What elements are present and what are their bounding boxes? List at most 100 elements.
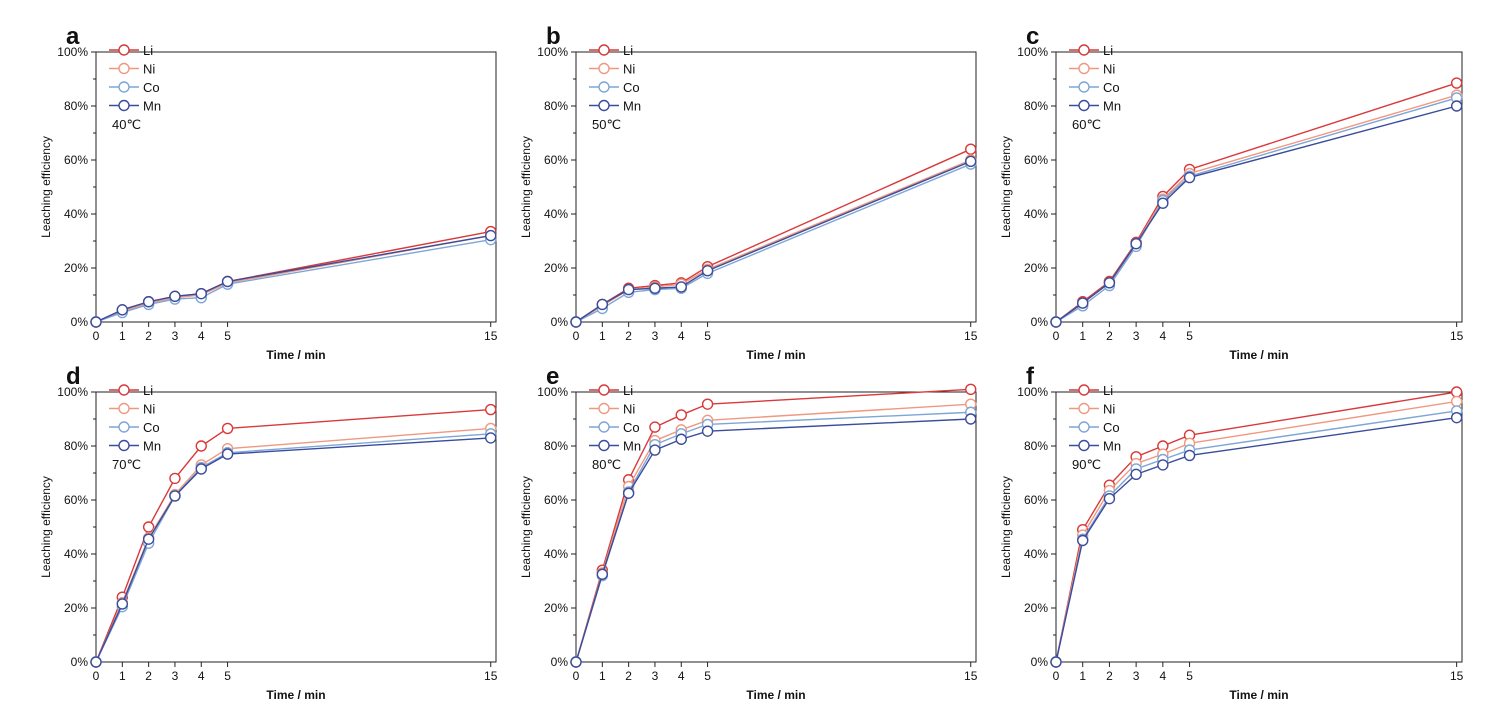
legend-label-li: Li	[623, 383, 633, 398]
y-tick-label: 40%	[544, 547, 568, 561]
legend-label-mn: Mn	[143, 439, 161, 454]
y-tick-label: 0%	[551, 315, 569, 329]
y-tick-label: 20%	[64, 261, 88, 275]
data-point-mn	[1077, 534, 1089, 547]
legend-label-ni: Ni	[1103, 402, 1115, 417]
x-tick-label: 4	[1159, 669, 1166, 683]
x-tick-label: 1	[599, 669, 606, 683]
data-point-mn	[570, 316, 582, 328]
series-line-mn	[575, 418, 971, 663]
x-tick-label: 5	[224, 669, 231, 683]
y-tick-label: 100%	[57, 45, 88, 59]
y-tick-label: 20%	[64, 601, 88, 615]
legend-label-co: Co	[1103, 420, 1120, 435]
x-tick-label: 3	[1133, 329, 1140, 343]
series-line-li	[575, 148, 972, 323]
data-point-mn	[169, 490, 181, 502]
data-point-mn	[1130, 237, 1142, 250]
panel-label: c	[1026, 23, 1039, 50]
x-tick-label: 2	[625, 329, 632, 343]
data-point-li	[142, 521, 155, 533]
x-tick-label: 4	[198, 329, 205, 343]
data-point-mn	[1183, 449, 1196, 462]
x-tick-label: 15	[484, 669, 498, 683]
x-tick-label: 3	[172, 669, 179, 683]
data-point-mn	[1157, 197, 1169, 209]
legend-label-li: Li	[1103, 383, 1113, 398]
panel-label: a	[66, 23, 80, 50]
legend-label-ni: Ni	[623, 402, 635, 417]
x-tick-label: 4	[1159, 329, 1166, 343]
legend-label-ni: Ni	[1103, 62, 1115, 77]
temperature-annotation: 70℃	[112, 457, 141, 472]
legend-marker-co	[118, 421, 130, 433]
x-tick-label: 1	[119, 669, 126, 683]
legend-label-mn: Mn	[623, 99, 641, 114]
y-tick-label: 60%	[64, 493, 88, 507]
legend-marker-co	[118, 81, 130, 93]
panel-label: d	[66, 363, 81, 390]
panel-f: 0% 20% 40% 60% 80% 100% 0 1 2 3 4 5 15 Time / min Leac…	[999, 363, 1464, 702]
legend-label-co: Co	[1103, 80, 1120, 95]
x-tick-label: 5	[704, 329, 711, 343]
data-point-mn	[965, 413, 977, 425]
y-tick-label: 0%	[1031, 315, 1049, 329]
y-tick-label: 20%	[544, 261, 568, 275]
data-point-mn	[195, 463, 207, 475]
y-tick-label: 60%	[64, 153, 88, 167]
temperature-annotation: 80℃	[592, 457, 621, 472]
x-tick-label: 5	[704, 669, 711, 683]
x-tick-label: 15	[1450, 329, 1464, 343]
x-tick-label: 0	[573, 329, 580, 343]
series-line-mn	[1055, 416, 1457, 663]
x-tick-label: 2	[145, 669, 152, 683]
legend-marker-mn	[118, 99, 130, 112]
data-point-mn	[570, 656, 582, 668]
x-tick-label: 2	[1106, 669, 1113, 683]
panel-e: 0% 20% 40% 60% 80% 100% 0 1 2 3 4 5 15 Time / min Leac…	[519, 363, 978, 702]
legend-label-co: Co	[623, 420, 640, 435]
x-tick-label: 0	[1053, 329, 1060, 343]
data-point-li	[169, 472, 181, 485]
data-point-mn	[116, 598, 129, 610]
series-line-ni	[95, 427, 491, 663]
legend-label-co: Co	[143, 80, 160, 95]
data-point-li	[675, 409, 687, 421]
series-line-mn	[1055, 105, 1457, 323]
legend-marker-ni	[118, 62, 130, 75]
panel-label: f	[1026, 363, 1035, 390]
legend-marker-mn	[1078, 99, 1090, 112]
data-point-mn	[649, 444, 661, 456]
x-tick-label: 3	[652, 329, 659, 343]
x-axis-title: Time / min	[1229, 348, 1288, 362]
data-point-mn	[485, 432, 497, 444]
data-point-mn	[596, 568, 609, 580]
legend-marker-li	[118, 384, 130, 396]
legend-label-li: Li	[143, 43, 153, 58]
y-tick-label: 100%	[1017, 385, 1048, 399]
y-tick-label: 80%	[544, 439, 568, 453]
temperature-annotation: 40℃	[112, 117, 141, 132]
data-point-li	[221, 422, 234, 435]
data-point-mn	[1450, 100, 1463, 112]
y-tick-label: 0%	[71, 315, 89, 329]
temperature-annotation: 90℃	[1072, 457, 1101, 472]
y-tick-label: 100%	[537, 385, 568, 399]
data-point-mn	[1450, 411, 1463, 424]
data-point-mn	[116, 304, 129, 316]
x-tick-label: 2	[145, 329, 152, 343]
legend-marker-ni	[1078, 62, 1090, 75]
legend-marker-ni	[118, 402, 130, 415]
data-point-mn	[1103, 492, 1116, 505]
legend-marker-ni	[598, 402, 610, 415]
legend-marker-li	[598, 44, 610, 56]
legend-label-li: Li	[1103, 43, 1113, 58]
x-axis-title: Time / min	[266, 688, 325, 702]
data-point-mn	[622, 487, 635, 499]
legend-marker-mn	[1078, 439, 1090, 452]
x-tick-label: 1	[119, 329, 126, 343]
series-line-li	[1055, 82, 1457, 323]
legend-marker-co	[1078, 421, 1090, 433]
